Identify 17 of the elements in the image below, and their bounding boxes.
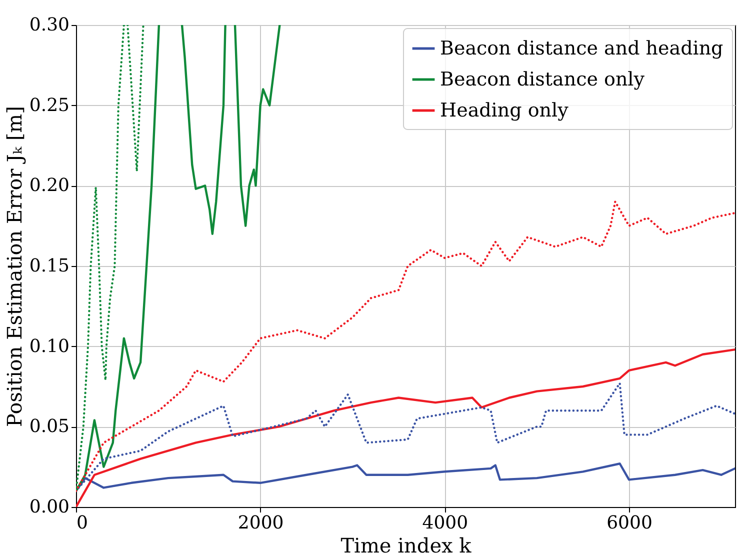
x-axis-title: Time index k (340, 534, 472, 558)
y-tick-label: 0.10 (29, 336, 70, 357)
x-tick-label: 4000 (422, 512, 468, 534)
legend-label: Beacon distance only (440, 68, 645, 90)
legend-label: Heading only (440, 100, 569, 122)
x-tick-label: 0 (76, 512, 88, 534)
y-tick-label: 0.00 (29, 496, 70, 518)
y-axis-title: Position Estimation Error Jₖ [m] (2, 106, 26, 427)
x-tick-label: 2000 (238, 512, 284, 534)
line-series (76, 200, 735, 492)
x-tick-label: 6000 (606, 512, 652, 534)
y-tick-label: 0.15 (29, 256, 70, 276)
y-tick-label: 0.30 (29, 14, 70, 36)
y-tick-label: 0.20 (29, 175, 70, 196)
legend-label: Beacon distance and heading (440, 38, 724, 60)
y-tick-label: 0.25 (29, 94, 70, 116)
y-tick-label: 0.05 (29, 416, 70, 438)
